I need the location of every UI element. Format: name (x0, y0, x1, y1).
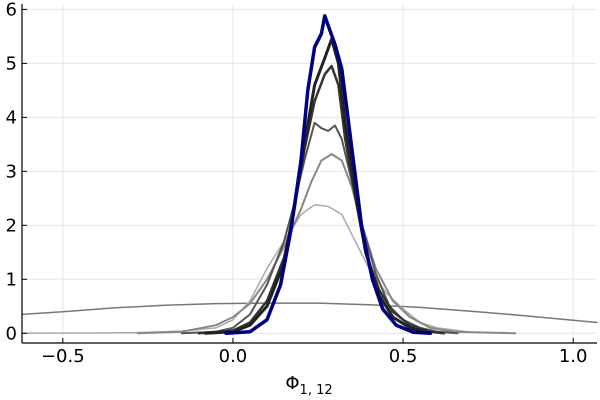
density-line-3 (180, 121, 459, 335)
density-line-4 (197, 64, 446, 335)
y-tick-label-5: 5 (6, 53, 17, 74)
density-line-0 (21, 302, 598, 324)
density-line-5 (204, 37, 432, 335)
y-tick-label-0: 0 (6, 323, 17, 344)
grid (22, 4, 597, 343)
density-line-6 (224, 14, 433, 336)
x-axis-label-subscript: 1, 12 (300, 383, 333, 398)
x-axis-label-main: Φ (285, 373, 299, 394)
density-line-2 (136, 153, 517, 335)
y-tick-label-3: 3 (6, 161, 17, 182)
x-tick-label-1: 0.0 (219, 346, 248, 367)
axes (21, 4, 597, 344)
y-tick-label-1: 1 (6, 269, 17, 290)
x-tick-label-2: 0.5 (389, 346, 418, 367)
x-tick-label-0: −0.5 (41, 346, 85, 367)
x-tick-label-3: 1.0 (559, 346, 588, 367)
tick-labels: −0.5 0.0 0.5 1.0 0 1 2 3 4 5 6 (6, 0, 588, 367)
series-layer (21, 14, 598, 336)
y-tick-label-4: 4 (6, 107, 17, 128)
x-axis-label: Φ1, 12 (285, 373, 332, 398)
y-tick-label-6: 6 (6, 0, 17, 20)
y-tick-label-2: 2 (6, 215, 17, 236)
